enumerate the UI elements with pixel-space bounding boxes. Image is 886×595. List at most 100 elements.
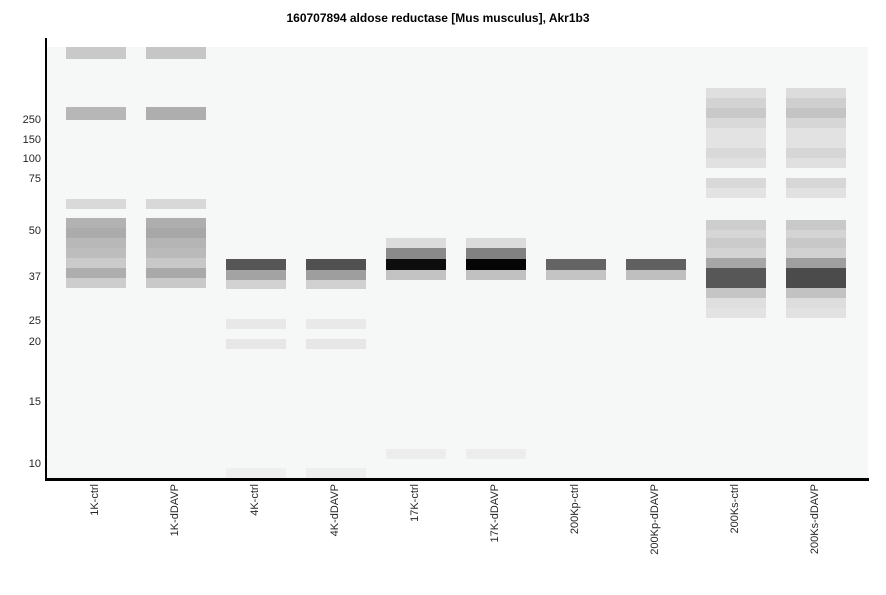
gel-band — [226, 280, 286, 289]
gel-band — [546, 270, 606, 280]
gel-band — [66, 238, 126, 248]
y-axis-tick-label: 75 — [28, 173, 41, 185]
gel-band — [706, 88, 766, 98]
y-axis-tick-label: 10 — [28, 458, 41, 470]
y-axis-tick-label: 250 — [22, 114, 41, 126]
gel-band — [66, 199, 126, 209]
gel-band — [66, 107, 126, 120]
gel-band — [146, 107, 206, 120]
gel-band — [386, 238, 446, 248]
gel-band — [226, 270, 286, 280]
x-axis-line — [45, 478, 869, 481]
gel-band — [306, 280, 366, 289]
gel-band — [466, 270, 526, 280]
gel-band — [66, 47, 126, 59]
gel-band — [706, 220, 766, 230]
gel-band — [786, 98, 846, 108]
lane-label: 200Kp-dDAVP — [649, 484, 661, 555]
y-axis-tick-label: 37 — [28, 271, 41, 283]
gel-band — [386, 259, 446, 270]
gel-band — [306, 339, 366, 349]
gel-band — [706, 248, 766, 258]
y-axis-line — [45, 38, 47, 481]
gel-band — [706, 238, 766, 248]
gel-band — [226, 339, 286, 349]
gel-band — [786, 268, 846, 288]
gel-band — [786, 238, 846, 248]
y-axis-tick-label: 100 — [22, 153, 41, 165]
gel-band — [706, 98, 766, 108]
gel-band — [306, 468, 366, 478]
lane-label: 200Ks-ctrl — [729, 484, 741, 534]
gel-band — [786, 118, 846, 128]
gel-band — [66, 268, 126, 278]
gel-band — [706, 108, 766, 118]
gel-band — [786, 258, 846, 268]
lane-label: 17K-ctrl — [409, 484, 421, 522]
lane-label: 1K-dDAVP — [169, 484, 181, 537]
gel-band — [306, 259, 366, 270]
gel-band — [786, 88, 846, 98]
lane-label: 200Ks-dDAVP — [809, 484, 821, 555]
gel-band — [466, 259, 526, 270]
gel-band — [66, 258, 126, 268]
gel-band — [226, 319, 286, 329]
chart-title: 160707894 aldose reductase [Mus musculus… — [286, 11, 590, 25]
lane-label: 4K-dDAVP — [329, 484, 341, 537]
y-axis-tick-label: 15 — [28, 396, 41, 408]
gel-band — [706, 158, 766, 168]
gel-band — [626, 259, 686, 270]
gel-band — [786, 230, 846, 238]
lane-label: 17K-dDAVP — [489, 484, 501, 543]
gel-band — [786, 220, 846, 230]
gel-band — [786, 248, 846, 258]
gel-band — [706, 178, 766, 188]
gel-band — [786, 188, 846, 198]
gel-band — [146, 199, 206, 209]
gel-band — [386, 449, 446, 459]
y-axis-tick-label: 25 — [28, 315, 41, 327]
gel-band — [626, 270, 686, 280]
gel-band — [306, 270, 366, 280]
gel-band — [706, 288, 766, 298]
gel-band — [146, 268, 206, 278]
gel-band — [706, 128, 766, 148]
gel-band — [786, 158, 846, 168]
y-axis-tick-label: 150 — [22, 134, 41, 146]
gel-band — [466, 449, 526, 459]
gel-band — [466, 248, 526, 259]
lane-label: 1K-ctrl — [89, 484, 101, 516]
lane-label: 4K-ctrl — [249, 484, 261, 516]
gel-band — [786, 178, 846, 188]
gel-band — [66, 218, 126, 228]
gel-band — [306, 319, 366, 329]
gel-band — [66, 278, 126, 288]
gel-band — [706, 230, 766, 238]
gel-band — [66, 228, 126, 238]
gel-band — [706, 268, 766, 288]
gel-band — [786, 308, 846, 318]
gel-band — [706, 298, 766, 308]
gel-band — [706, 118, 766, 128]
gel-band — [706, 188, 766, 198]
lane-label: 200Kp-ctrl — [569, 484, 581, 535]
gel-band — [146, 278, 206, 288]
gel-band — [706, 148, 766, 158]
gel-band — [706, 308, 766, 318]
gel-band — [66, 248, 126, 258]
y-axis-tick-label: 20 — [28, 336, 41, 348]
gel-band — [786, 108, 846, 118]
gel-band — [146, 258, 206, 268]
gel-band — [386, 248, 446, 259]
gel-band — [786, 148, 846, 158]
gel-band — [146, 248, 206, 258]
gel-band — [146, 218, 206, 228]
gel-band — [386, 270, 446, 280]
gel-band — [786, 128, 846, 148]
gel-band — [706, 258, 766, 268]
gel-band — [226, 259, 286, 270]
gel-band — [146, 238, 206, 248]
gel-band — [146, 228, 206, 238]
gel-band — [546, 259, 606, 270]
